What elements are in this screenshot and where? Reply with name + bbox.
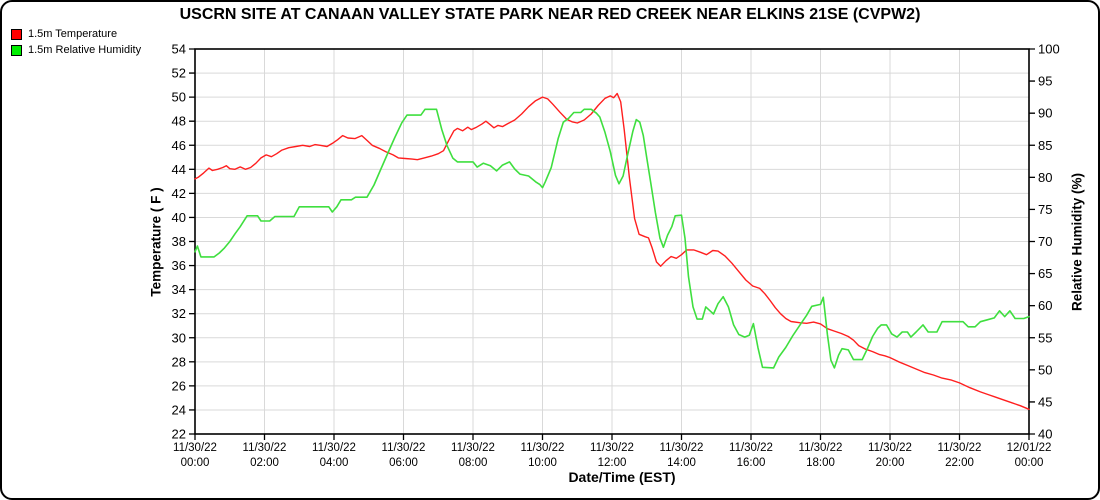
left-tick-label: 26: [172, 378, 186, 393]
legend-item-temperature: 1.5m Temperature: [11, 26, 141, 42]
humidity-swatch-icon: [11, 44, 22, 56]
x-tick-date: 11/30/22: [312, 442, 356, 454]
x-tick-date: 11/30/22: [799, 442, 843, 454]
x-tick-time: 04:00: [320, 457, 349, 469]
left-tick-label: 48: [172, 114, 186, 129]
x-tick-date: 11/30/22: [590, 442, 634, 454]
right-axis-title: Relative Humidity (%): [1069, 172, 1085, 312]
right-tick-label: 75: [1038, 202, 1052, 217]
right-tick-label: 70: [1038, 234, 1052, 249]
right-tick-label: 45: [1038, 394, 1052, 409]
left-tick-label: 30: [172, 330, 186, 345]
legend-label-humidity: 1.5m Relative Humidity: [28, 44, 142, 56]
left-tick-label: 34: [172, 282, 186, 297]
x-tick-time: 02:00: [250, 457, 279, 469]
temperature-line: [194, 92, 1030, 410]
left-tick-label: 54: [172, 42, 186, 57]
legend-label-temperature: 1.5m Temperature: [28, 28, 118, 40]
temperature-swatch-icon: [11, 28, 22, 40]
x-tick-time: 00:00: [181, 457, 210, 469]
legend: 1.5m Temperature 1.5m Relative Humidity: [11, 26, 141, 58]
left-axis-title: Temperature ( F ): [148, 187, 164, 297]
left-tick-label: 46: [172, 138, 186, 153]
x-tick-date: 11/30/22: [938, 442, 982, 454]
x-tick-time: 14:00: [667, 457, 696, 469]
left-tick-label: 52: [172, 66, 186, 81]
right-tick-label: 55: [1038, 330, 1052, 345]
x-tick-time: 16:00: [737, 457, 766, 469]
right-tick-label: 60: [1038, 298, 1052, 313]
right-tick-label: 50: [1038, 362, 1052, 377]
left-tick-label: 42: [172, 186, 186, 201]
right-tick-label: 80: [1038, 170, 1052, 185]
left-tick-label: 22: [172, 427, 186, 442]
left-tick-label: 32: [172, 306, 186, 321]
x-tick-time: 10:00: [528, 457, 557, 469]
x-tick-time: 06:00: [389, 457, 418, 469]
legend-item-humidity: 1.5m Relative Humidity: [11, 42, 141, 58]
right-tick-label: 65: [1038, 266, 1052, 281]
x-tick-date: 11/30/22: [243, 442, 287, 454]
left-tick-label: 38: [172, 234, 186, 249]
right-tick-label: 100: [1038, 42, 1060, 57]
chart-title: USCRN SITE AT CANAAN VALLEY STATE PARK N…: [179, 6, 921, 23]
x-tick-date: 11/30/22: [660, 442, 704, 454]
x-tick-time: 18:00: [806, 457, 835, 469]
left-tick-label: 44: [172, 162, 186, 177]
left-tick-label: 50: [172, 90, 186, 105]
x-tick-date: 11/30/22: [173, 442, 217, 454]
right-tick-label: 85: [1038, 138, 1052, 153]
right-tick-label: 95: [1038, 74, 1052, 89]
x-tick-date: 11/30/22: [521, 442, 565, 454]
left-tick-label: 40: [172, 210, 186, 225]
x-tick-time: 00:00: [1015, 457, 1044, 469]
left-tick-label: 24: [172, 402, 186, 417]
right-tick-label: 40: [1038, 427, 1052, 442]
x-tick-time: 20:00: [876, 457, 905, 469]
x-tick-time: 22:00: [945, 457, 974, 469]
x-tick-time: 08:00: [459, 457, 488, 469]
left-tick-label: 36: [172, 258, 186, 273]
humidity-line: [194, 108, 1030, 369]
left-tick-label: 28: [172, 354, 186, 369]
x-tick-date: 11/30/22: [729, 442, 773, 454]
x-tick-date: 12/01/22: [1007, 442, 1052, 454]
right-tick-label: 90: [1038, 106, 1052, 121]
x-tick-date: 11/30/22: [868, 442, 912, 454]
x-tick-date: 11/30/22: [451, 442, 495, 454]
x-tick-time: 12:00: [598, 457, 627, 469]
x-tick-date: 11/30/22: [382, 442, 426, 454]
x-axis-title: Date/Time (EST): [568, 469, 676, 485]
